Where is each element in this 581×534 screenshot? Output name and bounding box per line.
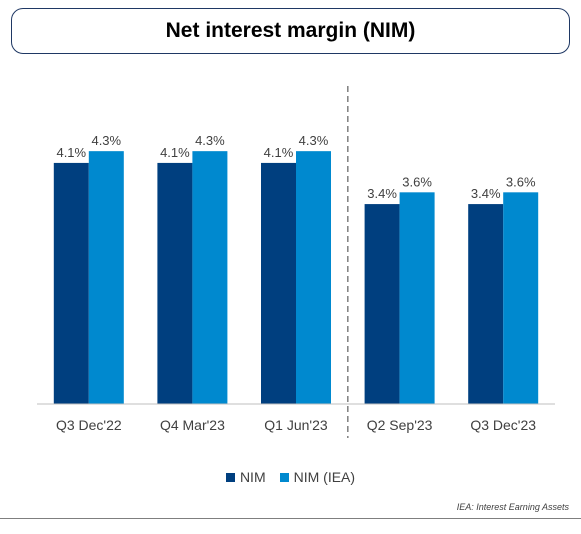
bar-nim-1 [157,162,193,404]
data-label-nim-2: 4.1% [264,145,294,160]
legend-item-nim-iea: NIM (IEA) [279,469,356,485]
footnote: IEA: Interest Earning Assets [456,502,569,512]
data-label-nim-iea-0: 4.3% [91,133,121,148]
bar-nim-iea-4 [503,192,539,404]
bar-nim-iea-3 [399,192,435,404]
data-label-nim-iea-1: 4.3% [195,133,225,148]
legend-swatch-nim [225,472,235,482]
bottom-divider [0,518,581,519]
bar-nim-iea-2 [296,151,331,404]
legend-label-nim-iea: NIM (IEA) [293,469,356,485]
chart-title: Net interest margin (NIM) [165,19,416,42]
category-label-0: Q3 Dec'22 [56,417,122,433]
chart-legend: NIM NIM (IEA) [0,469,581,485]
category-label-3: Q2 Sep'23 [367,417,433,433]
bar-chart: 4.1% 4.3% Q3 Dec'22 4.1% 4.3% Q4 Mar'23 4.1% 4.… [37,86,555,438]
data-label-nim-4: 3.4% [471,186,501,201]
bar-nim-4 [468,204,504,404]
category-label-1: Q4 Mar'23 [160,417,225,433]
chart-title-box: Net interest margin (NIM) [11,8,570,54]
category-label-2: Q1 Jun'23 [264,417,328,433]
data-label-nim-iea-4: 3.6% [506,174,536,189]
data-label-nim-iea-3: 3.6% [402,174,432,189]
data-label-nim-3: 3.4% [367,186,397,201]
legend-item-nim: NIM [225,469,266,485]
legend-label-nim: NIM [239,469,266,485]
data-label-nim-1: 4.1% [160,145,190,160]
bar-nim-0 [53,162,89,404]
bar-nim-3 [364,204,400,404]
bar-nim-2 [261,162,296,404]
bar-nim-iea-0 [88,151,124,404]
legend-swatch-nim-iea [279,472,289,482]
data-label-nim-iea-2: 4.3% [299,133,329,148]
bar-nim-iea-1 [192,151,228,404]
data-label-nim-0: 4.1% [56,145,86,160]
category-label-4: Q3 Dec'23 [470,417,536,433]
